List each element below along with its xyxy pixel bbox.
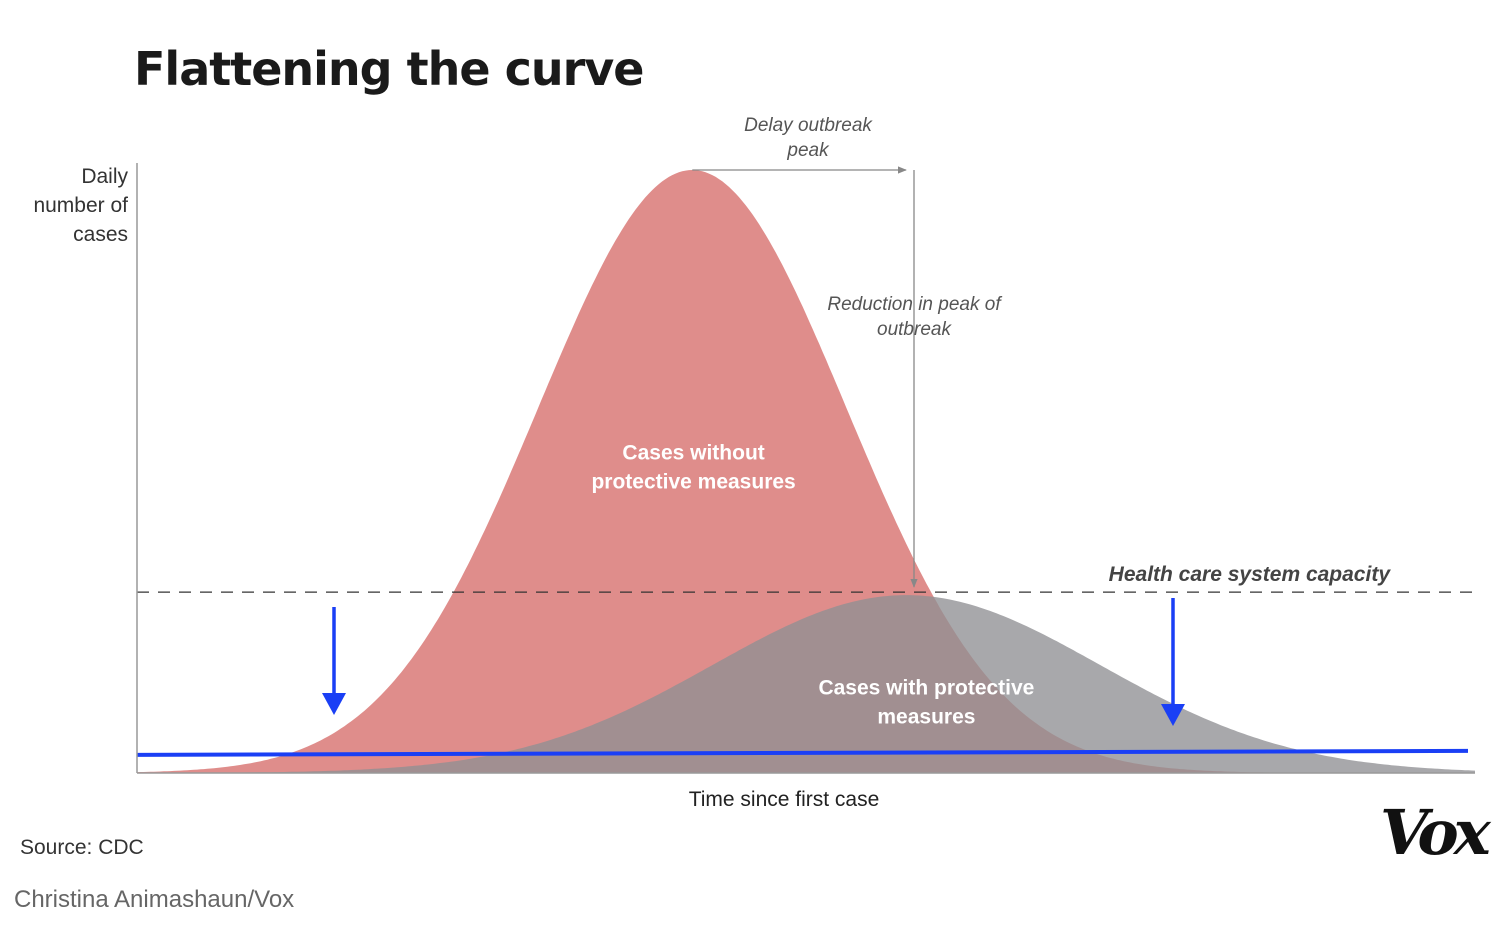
source-note: Source: CDC <box>20 836 144 859</box>
y-axis-label: Daily number of cases <box>33 165 128 246</box>
vox-logo: Vox <box>1380 796 1491 869</box>
series-layer: Cases without protective measures Cases wi… <box>137 170 1475 773</box>
annotation-delay-peak: Delay outbreak peak <box>744 115 873 161</box>
chart-title: Flattening the curve <box>134 42 644 96</box>
series-label-with-measures: Cases with protective measures <box>818 677 1034 729</box>
series-label-without-measures: Cases without protective measures <box>591 441 795 493</box>
annotation-layer: Health care system capacity Delay outbrea… <box>322 115 1391 726</box>
capacity-label: Health care system capacity <box>1109 563 1392 586</box>
capacity-blue-line <box>136 748 1469 757</box>
annotation-reduction-peak: Reduction in peak of outbreak <box>827 294 1002 340</box>
x-axis-label: Time since first case <box>688 788 880 811</box>
series-area-with-measures <box>137 595 1475 773</box>
series-area-without-measures <box>137 170 1475 773</box>
blue-arrow-head-2 <box>1161 704 1185 726</box>
blue-arrow-head-1 <box>322 693 346 715</box>
image-credit: Christina Animashaun/Vox <box>14 886 295 913</box>
